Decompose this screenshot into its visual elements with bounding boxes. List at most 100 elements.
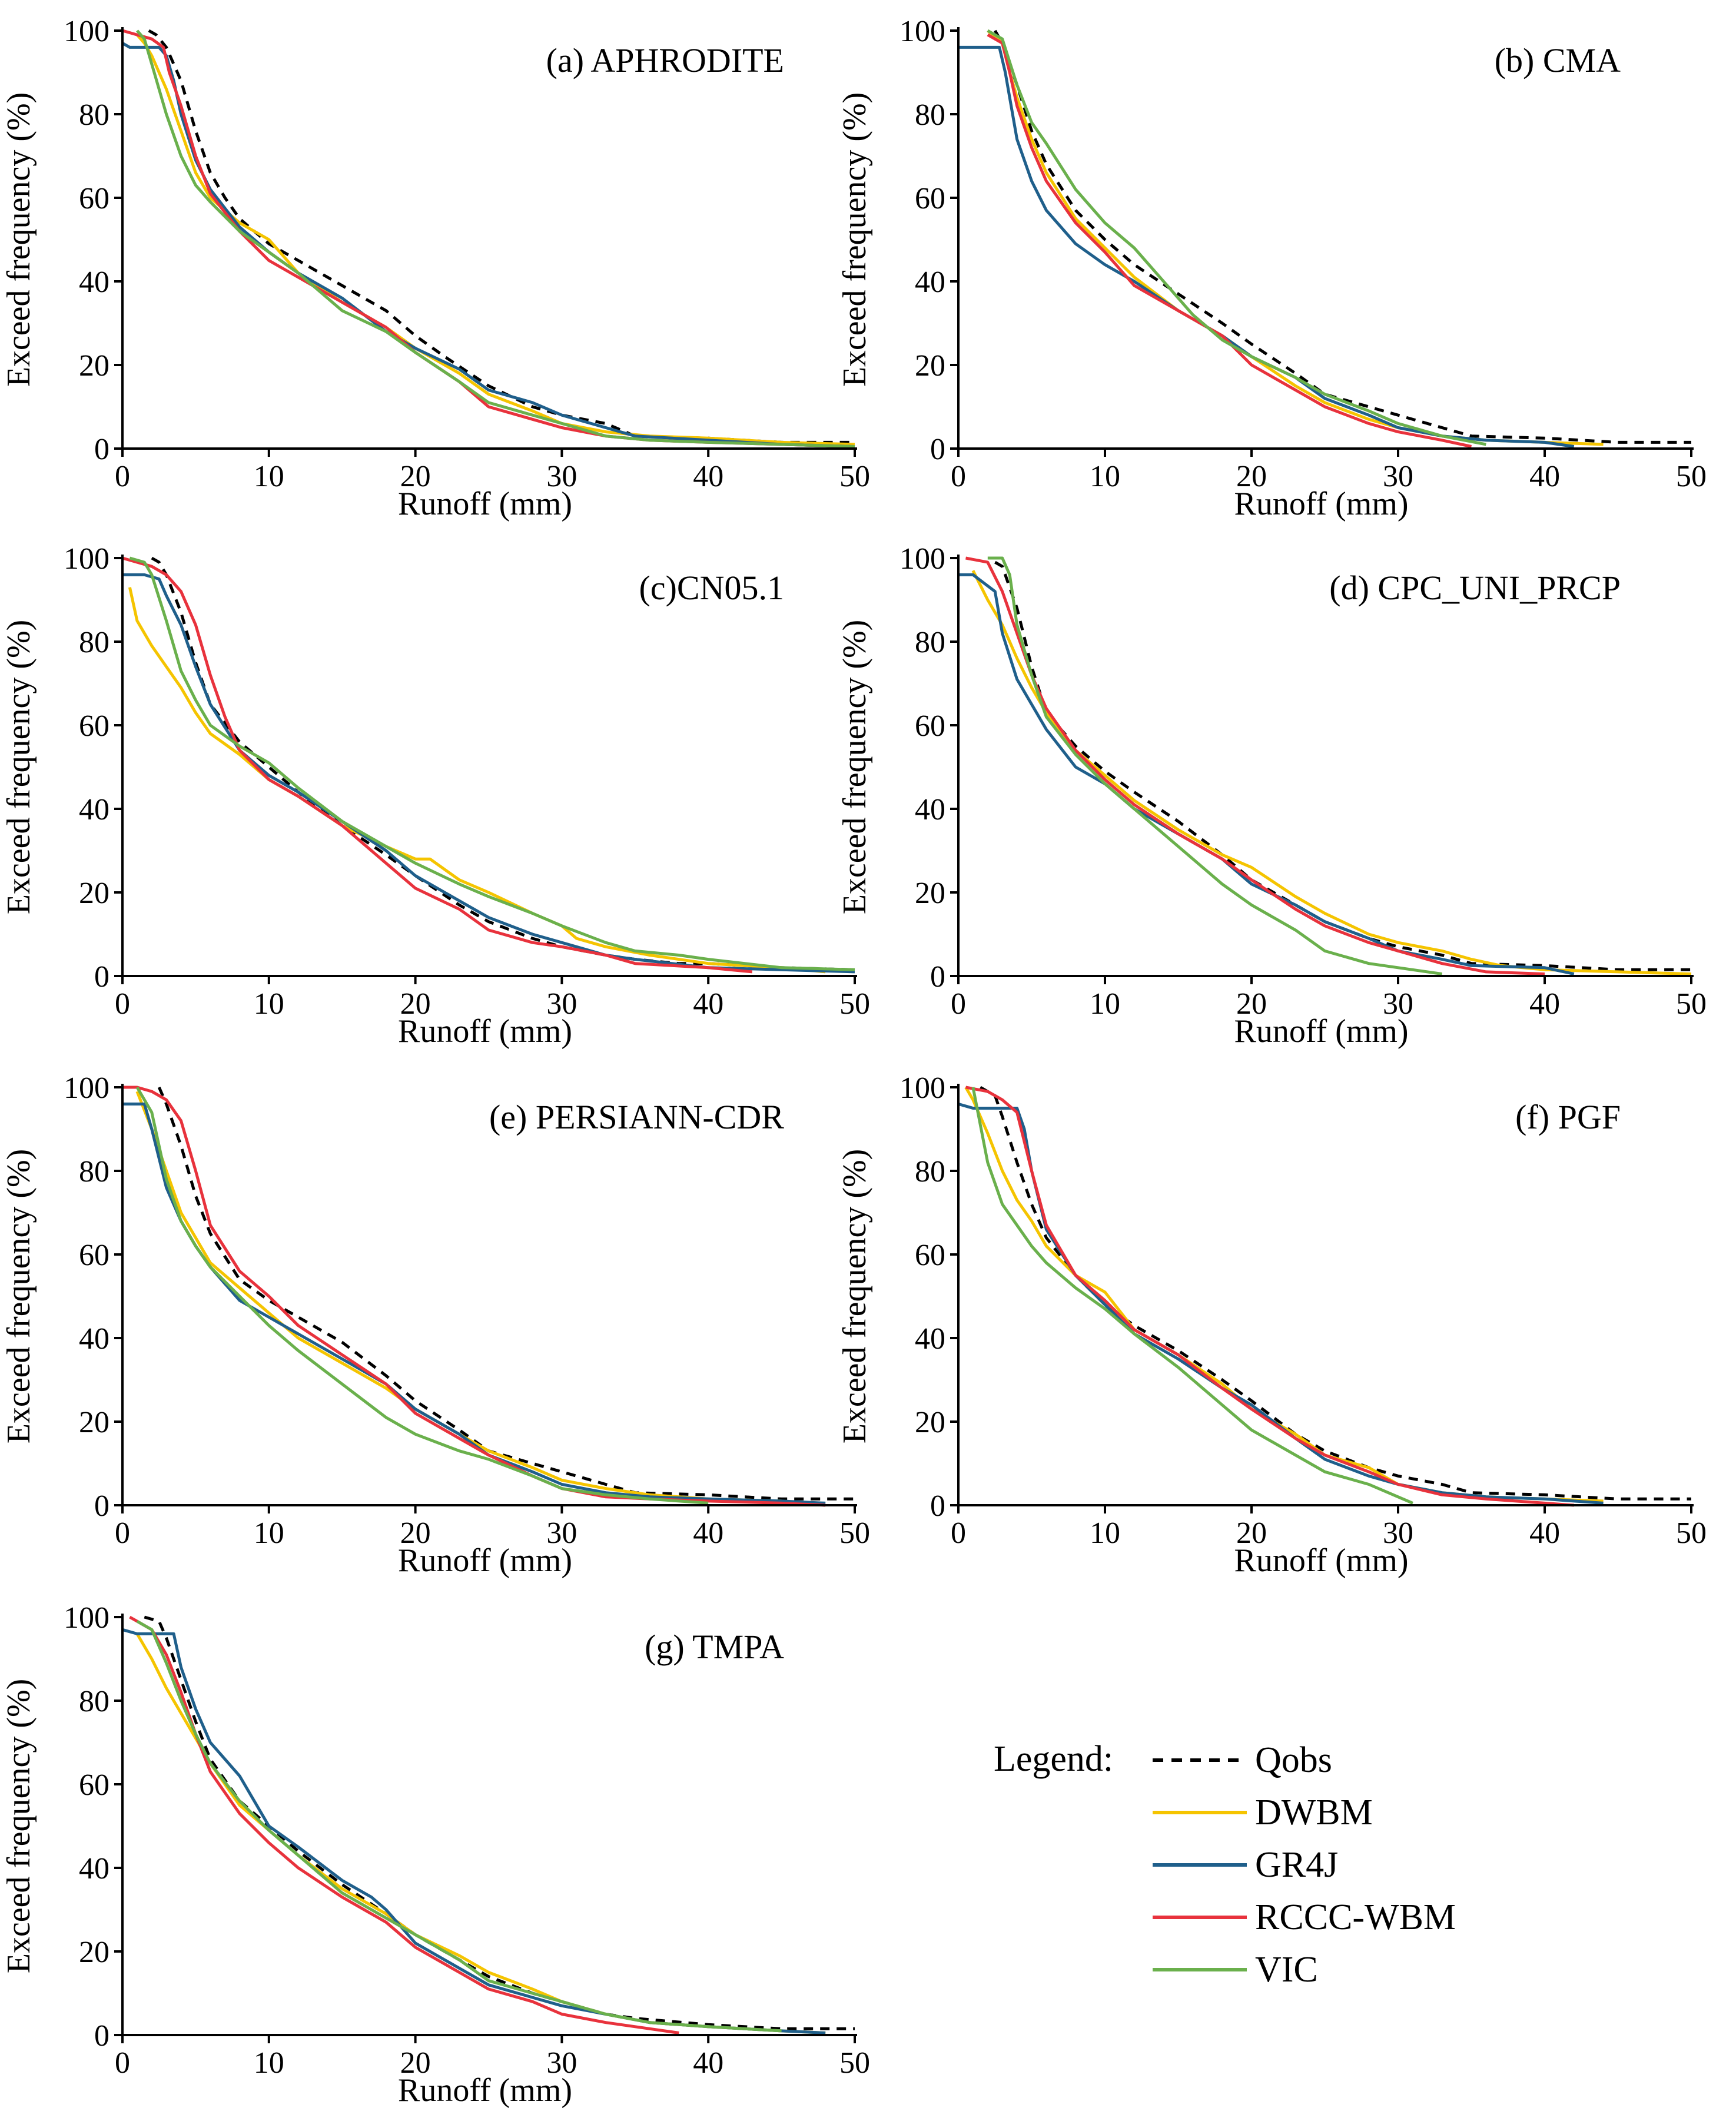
x-tick-label: 10 xyxy=(254,987,284,1021)
y-tick-label: 60 xyxy=(915,182,945,215)
panel-title: (d) CPC_UNI_PRCP xyxy=(1329,569,1621,607)
x-tick-label: 30 xyxy=(546,987,577,1021)
y-tick-label: 40 xyxy=(79,265,109,299)
series-line-gr4j xyxy=(122,1102,826,1505)
y-tick-label: 20 xyxy=(915,877,945,910)
chart-panel-5: 0 10 20 30 40 50 0 20 40 60 80 100 Runoff (mm) Exceed… xyxy=(837,1071,1707,1579)
x-tick-label: 50 xyxy=(839,460,870,493)
x-tick-label: 40 xyxy=(693,1516,723,1550)
series-line-rccc-wbm xyxy=(965,1086,1574,1507)
panel-title: (f) PGF xyxy=(1515,1098,1621,1136)
y-axis-title: Exceed frequency (%) xyxy=(837,92,873,387)
legend-entry-rccc-wbm: RCCC-WBM xyxy=(1255,1897,1456,1937)
x-tick-label: 20 xyxy=(400,460,431,493)
y-tick-label: 40 xyxy=(915,1322,945,1356)
y-tick-label: 100 xyxy=(64,1071,109,1105)
y-tick-label: 0 xyxy=(94,960,109,994)
y-tick-label: 0 xyxy=(94,2019,109,2053)
y-tick-label: 40 xyxy=(79,1322,109,1356)
legend-entry-gr4j: GR4J xyxy=(1255,1845,1338,1885)
chart-panel-1: 0 10 20 30 40 50 0 20 40 60 80 100 Runoff (mm) Exceed… xyxy=(837,15,1707,522)
x-tick-label: 0 xyxy=(951,1516,966,1550)
chart-panel-2: 0 10 20 30 40 50 0 20 40 60 80 100 Runoff (mm) Exceed… xyxy=(1,542,870,1050)
panel-title: (b) CMA xyxy=(1495,41,1621,79)
series-line-dwbm xyxy=(971,570,1692,975)
y-axis-title: Exceed frequency (%) xyxy=(1,1149,37,1444)
chart-panel-4: 0 10 20 30 40 50 0 20 40 60 80 100 Runoff (mm) Exceed… xyxy=(1,1071,870,1579)
y-tick-label: 100 xyxy=(64,1601,109,1635)
y-tick-label: 80 xyxy=(79,1685,109,1718)
series-line-dwbm xyxy=(135,1091,782,1503)
x-tick-label: 0 xyxy=(951,460,966,493)
series-line-vic xyxy=(136,29,855,448)
series-line-dwbm xyxy=(987,29,1604,446)
y-axis-title: Exceed frequency (%) xyxy=(1,1679,37,1974)
y-tick-label: 60 xyxy=(915,709,945,743)
x-axis-title: Runoff (mm) xyxy=(398,1013,572,1050)
y-tick-label: 60 xyxy=(79,1239,109,1272)
legend: Legend: Qobs DWBM GR4J RCCC-WBM VIC xyxy=(994,1739,1456,1990)
series-line-rccc-wbm xyxy=(122,556,753,974)
series-line-rccc-wbm xyxy=(987,33,1472,448)
y-tick-label: 20 xyxy=(915,349,945,383)
y-tick-label: 100 xyxy=(899,542,945,576)
x-tick-label: 10 xyxy=(1090,987,1120,1021)
x-axis-title: Runoff (mm) xyxy=(398,2072,572,2109)
x-tick-label: 50 xyxy=(839,1516,870,1550)
y-tick-label: 20 xyxy=(915,1406,945,1439)
y-tick-label: 80 xyxy=(915,98,945,132)
x-tick-label: 20 xyxy=(400,2046,431,2080)
series-line-gr4j xyxy=(122,573,855,974)
x-tick-label: 40 xyxy=(693,987,723,1021)
y-tick-label: 0 xyxy=(930,1489,945,1523)
y-tick-label: 100 xyxy=(64,542,109,576)
series-line-rccc-wbm xyxy=(965,556,1545,975)
y-axis-title: Exceed frequency (%) xyxy=(1,620,37,915)
series-line-vic xyxy=(135,1086,709,1505)
x-tick-label: 40 xyxy=(1529,987,1560,1021)
y-tick-label: 40 xyxy=(915,793,945,827)
x-axis-title: Runoff (mm) xyxy=(1234,1013,1408,1050)
x-tick-label: 50 xyxy=(1676,460,1707,493)
series-line-dwbm xyxy=(135,1633,826,2034)
x-tick-label: 20 xyxy=(400,1516,431,1550)
x-tick-label: 10 xyxy=(254,1516,284,1550)
panel-title: (e) PERSIANN-CDR xyxy=(489,1098,784,1136)
y-tick-label: 100 xyxy=(899,15,945,48)
x-tick-label: 40 xyxy=(693,460,723,493)
x-tick-label: 50 xyxy=(1676,1516,1707,1550)
x-axis-title: Runoff (mm) xyxy=(398,1542,572,1579)
series-line-vic xyxy=(987,556,1443,975)
series-line-vic xyxy=(136,1619,782,2033)
x-tick-label: 0 xyxy=(951,987,966,1021)
y-tick-label: 100 xyxy=(899,1071,945,1105)
series-line-gr4j xyxy=(122,1628,826,2034)
y-axis-title: Exceed frequency (%) xyxy=(837,1149,873,1444)
y-axis-title: Exceed frequency (%) xyxy=(837,620,873,915)
x-tick-label: 10 xyxy=(1090,1516,1120,1550)
y-tick-label: 0 xyxy=(94,1489,109,1523)
series-line-qobs xyxy=(148,29,855,444)
x-tick-label: 40 xyxy=(693,2046,723,2080)
x-tick-label: 30 xyxy=(1383,987,1413,1021)
x-tick-label: 20 xyxy=(1236,1516,1267,1550)
x-tick-label: 50 xyxy=(839,987,870,1021)
legend-label: Legend: xyxy=(994,1739,1113,1779)
legend-entry-dwbm: DWBM xyxy=(1255,1793,1373,1833)
y-tick-label: 0 xyxy=(930,433,945,466)
series-line-vic xyxy=(129,556,855,971)
y-tick-label: 20 xyxy=(79,349,109,383)
panel-title: (g) TMPA xyxy=(645,1628,784,1666)
y-tick-label: 80 xyxy=(79,1155,109,1189)
x-axis-title: Runoff (mm) xyxy=(1234,1542,1408,1579)
x-tick-label: 30 xyxy=(1383,1516,1413,1550)
x-tick-label: 50 xyxy=(1676,987,1707,1021)
y-tick-label: 20 xyxy=(79,1406,109,1439)
legend-entry-vic: VIC xyxy=(1255,1950,1318,1990)
y-tick-label: 60 xyxy=(79,709,109,743)
y-tick-label: 60 xyxy=(79,1768,109,1802)
legend-entry-qobs: Qobs xyxy=(1255,1740,1332,1780)
x-tick-label: 40 xyxy=(1529,460,1560,493)
x-tick-label: 30 xyxy=(546,460,577,493)
